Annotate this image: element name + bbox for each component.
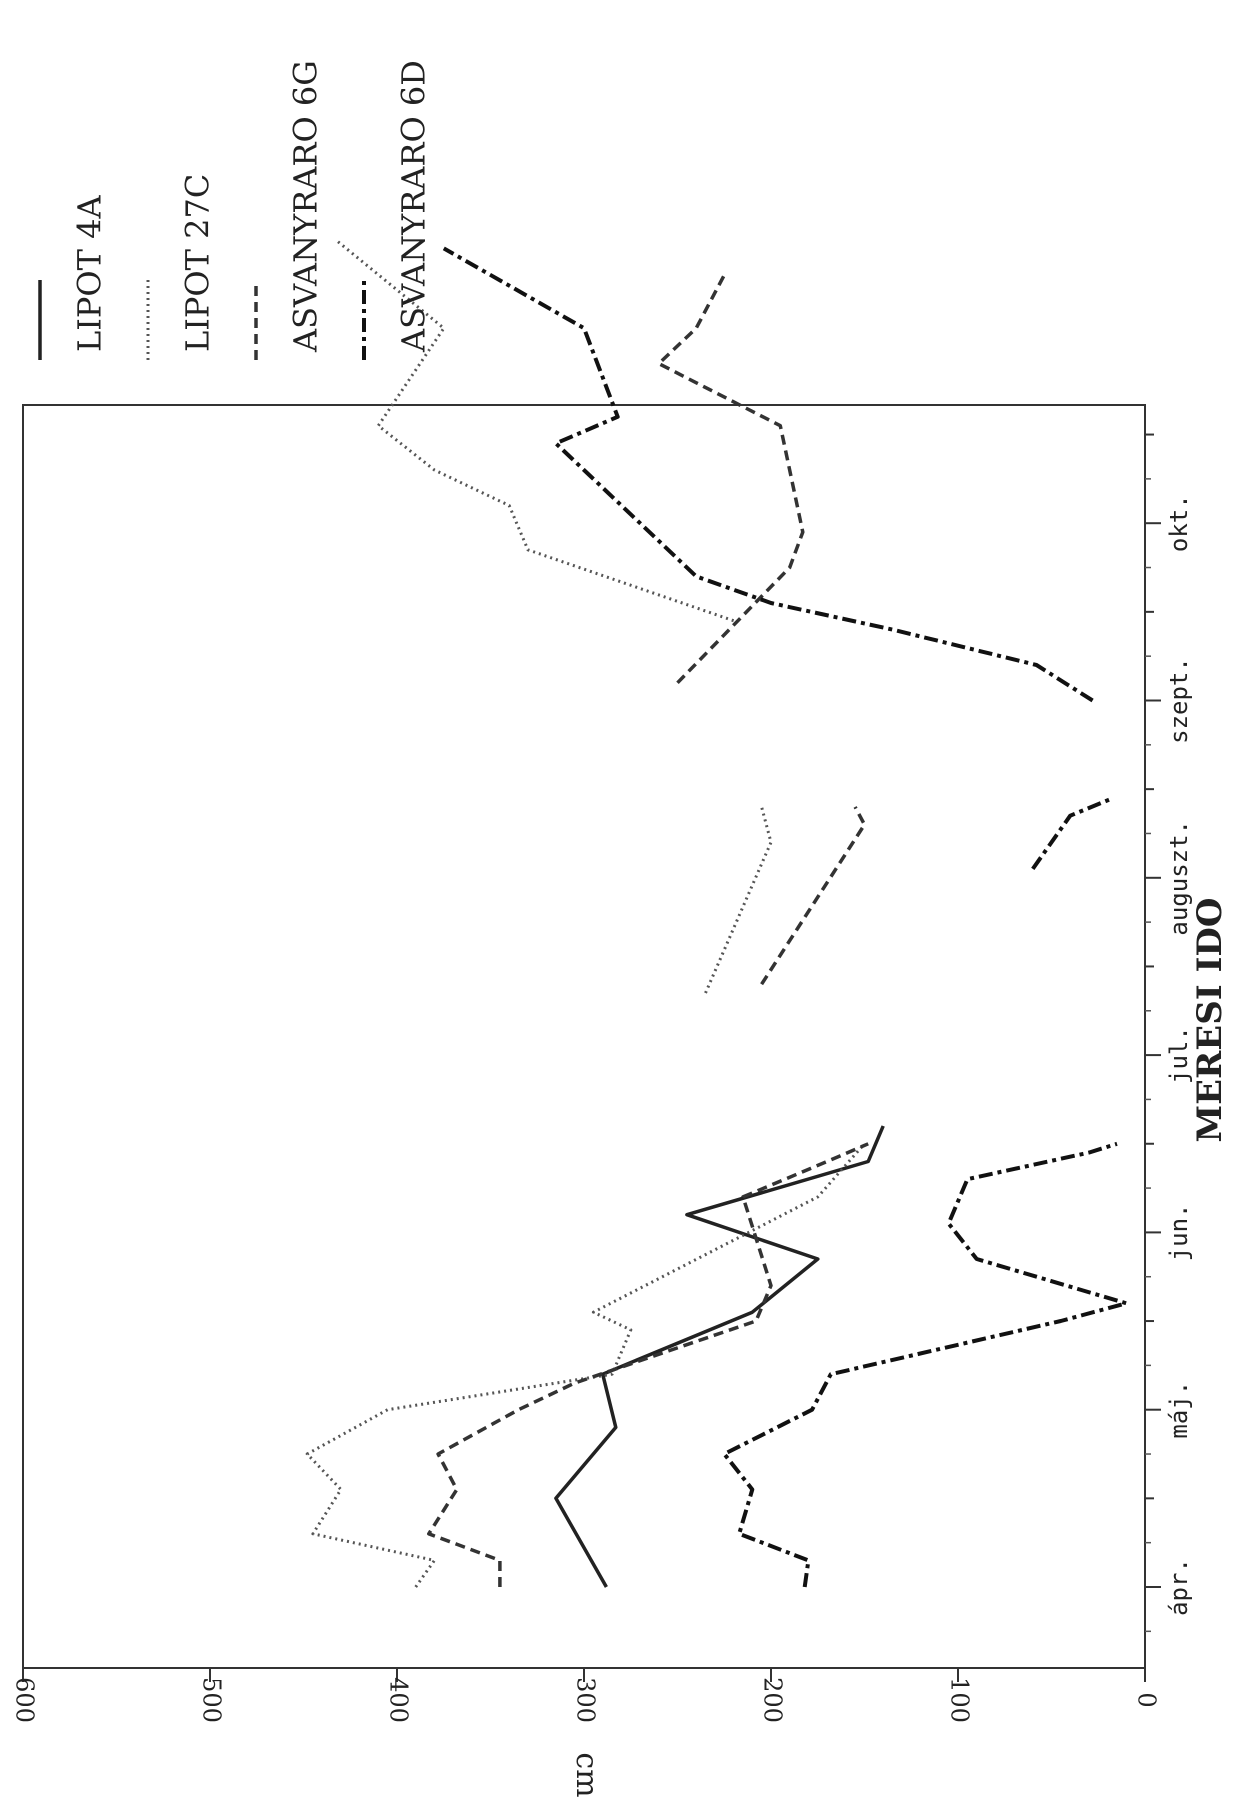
value-axis-tick-label: 200: [759, 1677, 787, 1723]
series-line-1-segment-1: [554, 1125, 885, 1588]
series-line-3-segment-2: [760, 806, 867, 986]
time-axis-tick-label: ápr.: [1165, 1558, 1193, 1616]
series-line-3-segment-1: [427, 1142, 869, 1587]
series-line-3-segment-3: [657, 274, 805, 685]
time-axis-tick-label: auguszt.: [1165, 820, 1193, 936]
series-line-2-segment-2: [704, 806, 773, 994]
series-line-2-segment-3: [334, 238, 735, 623]
time-axis-tick-label: szept.: [1165, 657, 1193, 744]
value-axis-tick-label: 500: [198, 1677, 226, 1723]
time-axis-tick-label: okt.: [1165, 494, 1193, 552]
series-line-4-segment-3: [442, 246, 1094, 703]
value-axis-tick-label: 600: [11, 1677, 39, 1723]
legend-label-1: LIPOT 4A: [71, 194, 109, 352]
series-line-4-segment-1: [722, 1141, 1129, 1588]
plot-frame: [22, 404, 1146, 1669]
time-axis-tick-label: jun.: [1165, 1204, 1193, 1262]
series-line-2-segment-1: [305, 1142, 866, 1588]
time-axis-tick-label: jul.: [1165, 1026, 1193, 1084]
legend-label-2: LIPOT 27C: [179, 174, 217, 352]
time-axis-title: MERESI IDO: [1190, 897, 1230, 1142]
value-axis-title: cm: [569, 1752, 604, 1797]
value-axis-tick-label: 400: [385, 1677, 413, 1723]
value-axis-tick-label: 100: [946, 1677, 974, 1723]
value-axis-tick-label: 0: [1133, 1692, 1161, 1707]
legend-label-3: ASVANYRARO 6G: [287, 60, 325, 353]
time-axis-tick-label: máj.: [1165, 1381, 1193, 1439]
legend-label-4: ASVANYRARO 6D: [395, 60, 433, 353]
series-line-4-segment-2: [1031, 796, 1114, 871]
value-axis-tick-label: 300: [572, 1677, 600, 1723]
